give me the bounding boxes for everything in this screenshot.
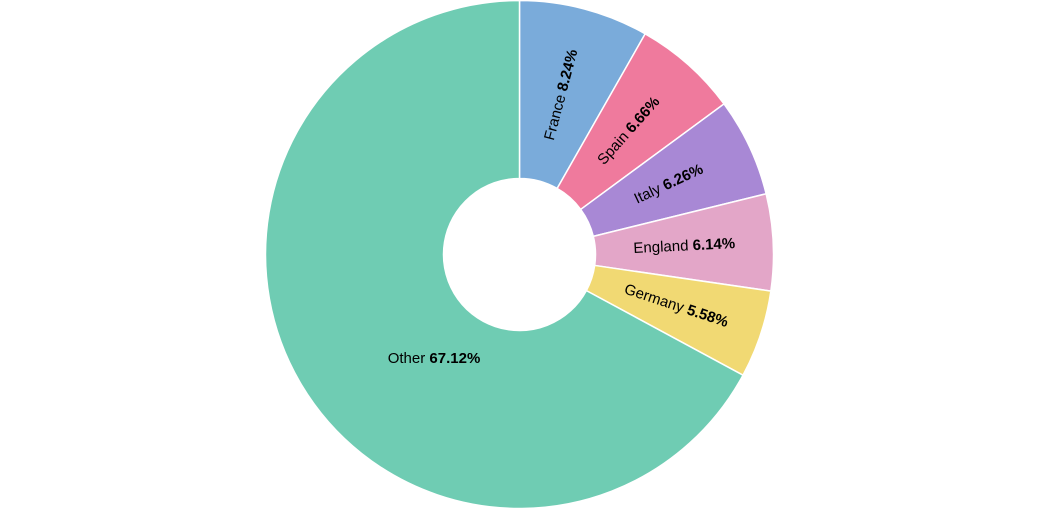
slice-name: England xyxy=(633,237,693,257)
slices-layer xyxy=(264,0,775,510)
slice-label-england: England 6.14% xyxy=(633,235,735,257)
slice-label-other: Other 67.12% xyxy=(388,350,481,367)
slice-value: 6.14% xyxy=(692,235,735,254)
slice-other xyxy=(264,0,745,510)
slice-value: 67.12% xyxy=(429,350,480,367)
slice-name: Other xyxy=(388,350,430,367)
